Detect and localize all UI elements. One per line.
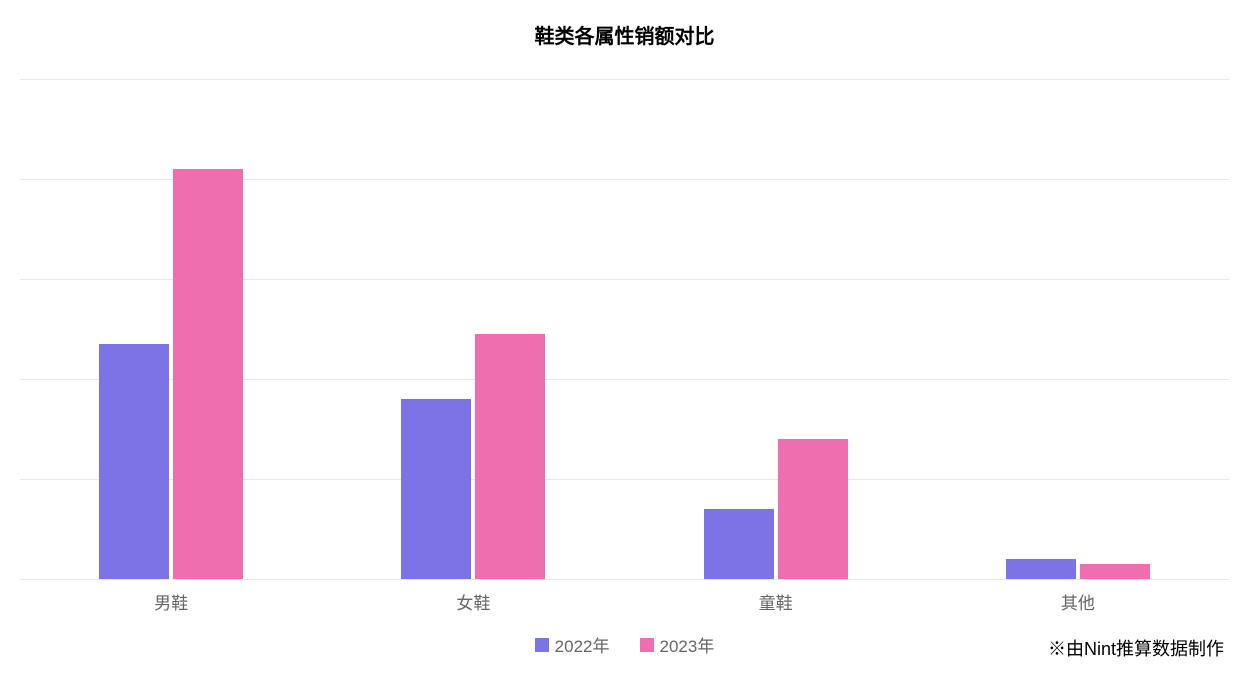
legend-item: 2022年: [535, 632, 610, 657]
chart-container: 鞋类各属性销额对比 男鞋女鞋童鞋其他 2022年 2023年 ※由Nint推算数据…: [0, 0, 1249, 679]
legend-swatch: [640, 638, 654, 652]
bar: [173, 169, 243, 579]
bar: [475, 334, 545, 579]
bar: [99, 344, 169, 579]
chart-title: 鞋类各属性销额对比: [20, 20, 1229, 49]
x-axis-label: 男鞋: [20, 589, 322, 614]
plot-area: [20, 79, 1229, 579]
bars-container: [20, 79, 1229, 579]
bar: [1080, 564, 1150, 579]
grid-line: [20, 579, 1229, 580]
footnote: ※由Nint推算数据制作: [1048, 635, 1224, 661]
bar-group: [625, 439, 927, 579]
bar-group: [20, 169, 322, 579]
bar-group: [322, 334, 624, 579]
legend-label: 2022年: [555, 632, 610, 657]
bar: [704, 509, 774, 579]
bar-group: [927, 559, 1229, 579]
legend-item: 2023年: [640, 632, 715, 657]
x-axis-label: 其他: [927, 589, 1229, 614]
legend-label: 2023年: [660, 632, 715, 657]
bar: [1006, 559, 1076, 579]
x-axis: 男鞋女鞋童鞋其他: [20, 589, 1229, 614]
legend-swatch: [535, 638, 549, 652]
x-axis-label: 女鞋: [322, 589, 624, 614]
bar: [401, 399, 471, 579]
x-axis-label: 童鞋: [625, 589, 927, 614]
bar: [778, 439, 848, 579]
